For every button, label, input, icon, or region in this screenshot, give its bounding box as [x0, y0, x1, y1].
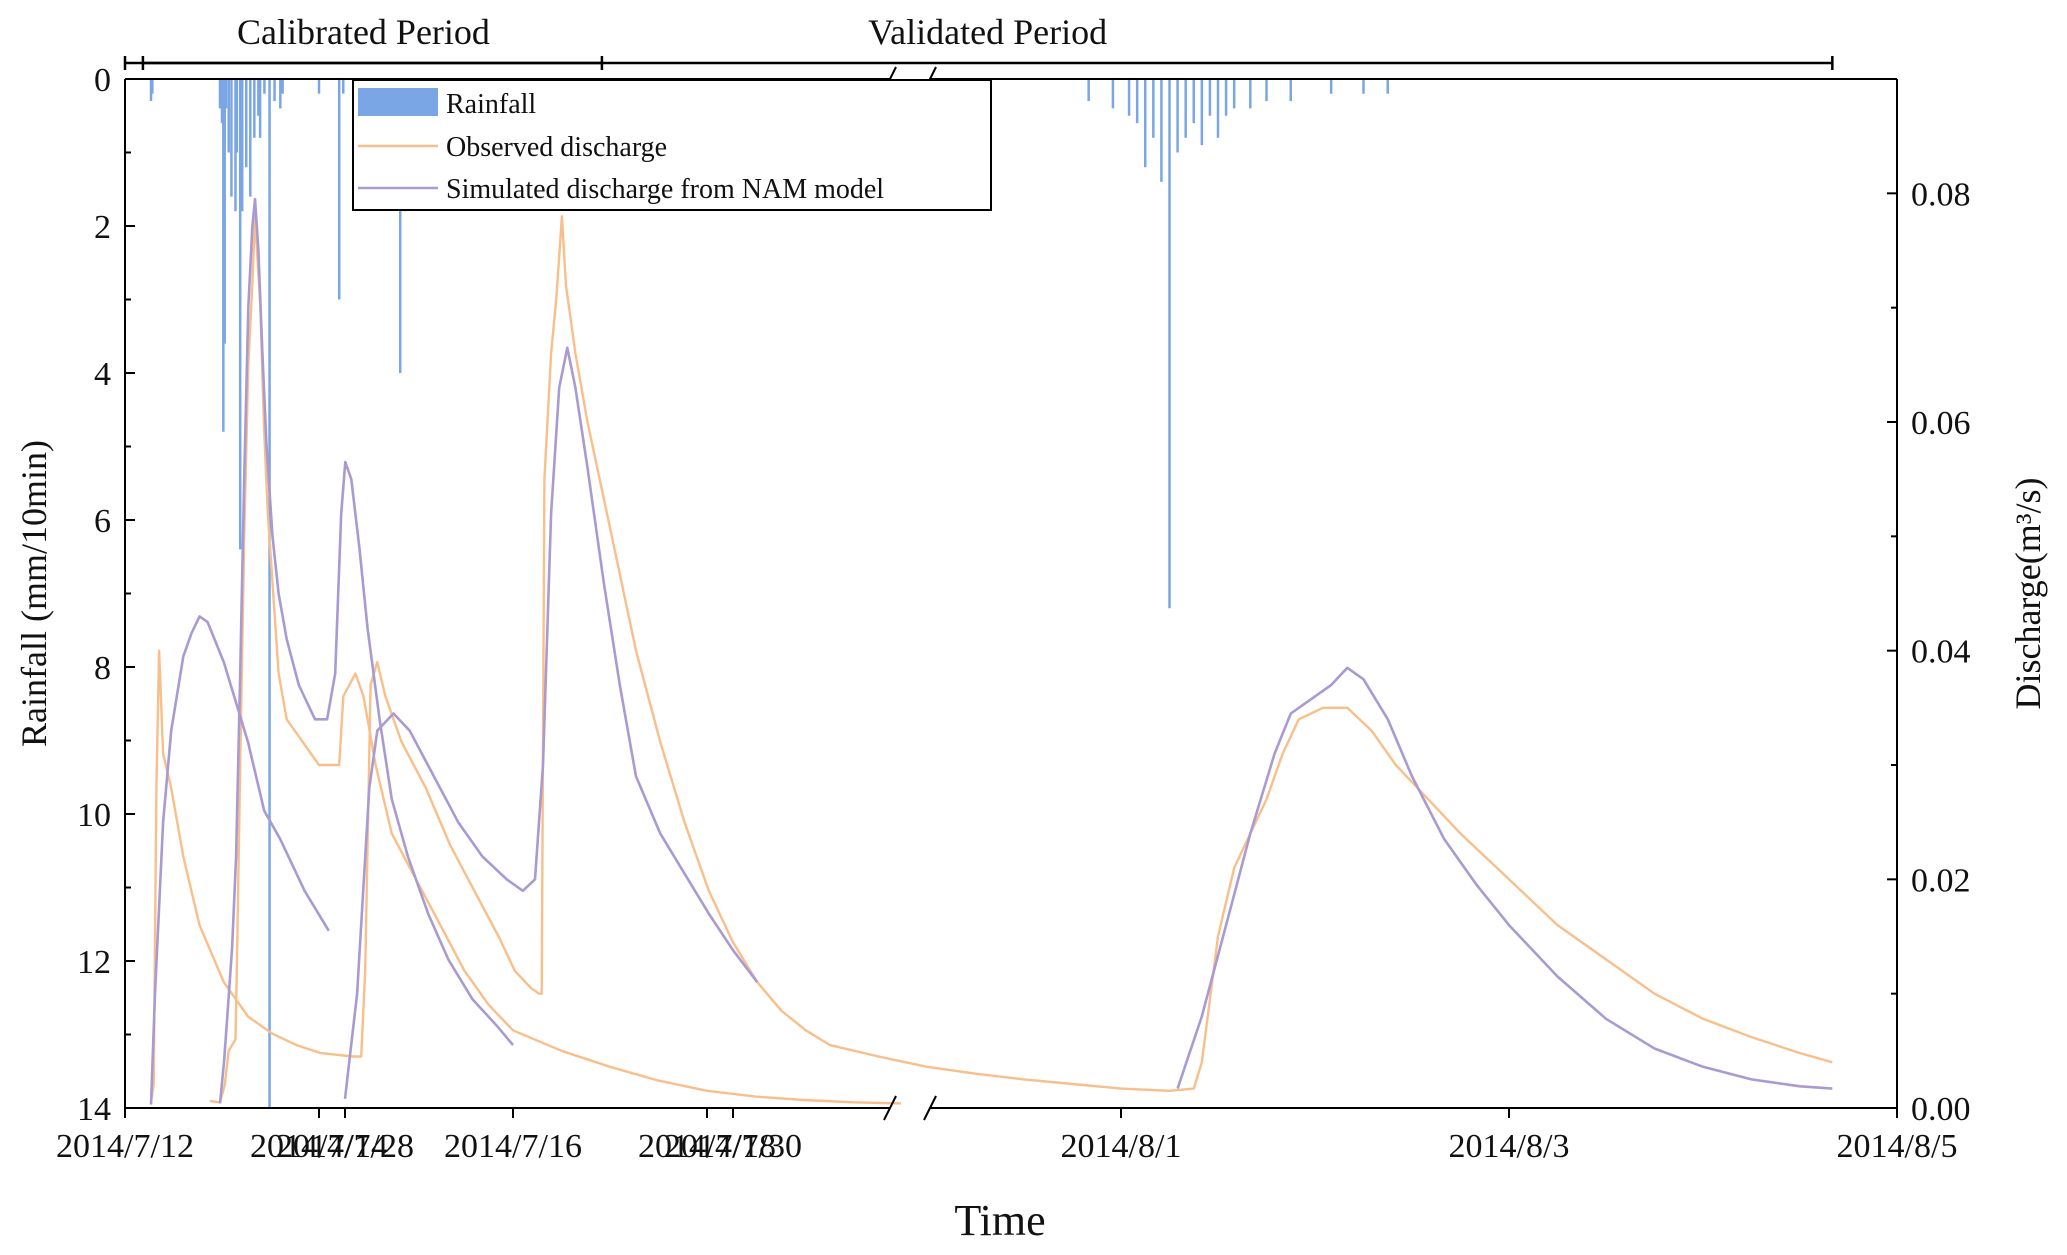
left-axis-title: Rainfall (mm/10min)	[14, 440, 54, 747]
right-tick-label: 0.00	[1911, 1091, 1971, 1128]
period-label: Validated Period	[868, 12, 1107, 52]
x-tick-label: 2014/7/28	[276, 1128, 414, 1165]
simulated-discharge-line	[218, 197, 514, 1104]
legend-box	[352, 79, 992, 211]
x-tick-label: 2014/7/12	[56, 1128, 194, 1165]
x-axis-title: Time	[954, 1196, 1045, 1245]
x-tick-label: 2014/8/3	[1449, 1128, 1570, 1165]
right-axis-title: Discharge(m³/s)	[2008, 477, 2048, 709]
observed-discharge-line	[209, 215, 902, 1105]
simulated-discharge-lines	[149, 197, 1833, 1105]
right-tick-label: 0.06	[1911, 405, 1971, 442]
legend: Rainfall Observed discharge Simulated disc…	[352, 79, 992, 211]
x-tick-label: 2014/7/14	[250, 1128, 388, 1165]
left-tick-label: 6	[94, 503, 111, 540]
axis-break-mark	[883, 1095, 897, 1121]
left-tick-label: 2	[94, 209, 111, 246]
simulated-discharge-line	[149, 615, 330, 1105]
left-tick-label: 10	[77, 797, 111, 834]
observed-discharge-lines	[149, 215, 1833, 1105]
left-tick-label: 12	[77, 944, 111, 981]
legend-label: Observed discharge	[446, 132, 667, 163]
right-tick-label: 0.02	[1911, 862, 1971, 899]
right-tick-label: 0.04	[1911, 634, 1971, 671]
simulated-discharge-line	[343, 346, 759, 1100]
right-tick-label: 0.08	[1911, 176, 1971, 213]
chart-text: 0 2 4 6 8 10 12 14 0.00 0.02 0.04 0.06 0.08 2014/7/12…	[14, 12, 2048, 1245]
simulated-discharge-line	[1176, 666, 1833, 1090]
axes	[123, 56, 1898, 1121]
x-tick-label: 2014/7/18	[638, 1128, 776, 1165]
x-tick-label: 2014/8/5	[1837, 1128, 1958, 1165]
axis-break-mark	[923, 1095, 937, 1121]
x-tick-label: 2014/8/1	[1061, 1128, 1182, 1165]
legend-label: Rainfall	[446, 89, 536, 120]
left-tick-label: 4	[94, 356, 111, 393]
x-tick-label: 2014/7/30	[664, 1128, 802, 1165]
left-tick-label: 8	[94, 650, 111, 687]
legend-swatch-rainfall	[358, 88, 438, 116]
left-tick-label: 0	[94, 62, 111, 99]
rainfall-bars	[149, 79, 1389, 1108]
observed-discharge-line	[149, 215, 1833, 1103]
x-tick-label: 2014/7/16	[444, 1128, 582, 1165]
period-label: Calibrated Period	[237, 12, 490, 52]
left-tick-label: 14	[77, 1091, 111, 1128]
legend-label: Simulated discharge from NAM model	[446, 174, 884, 205]
